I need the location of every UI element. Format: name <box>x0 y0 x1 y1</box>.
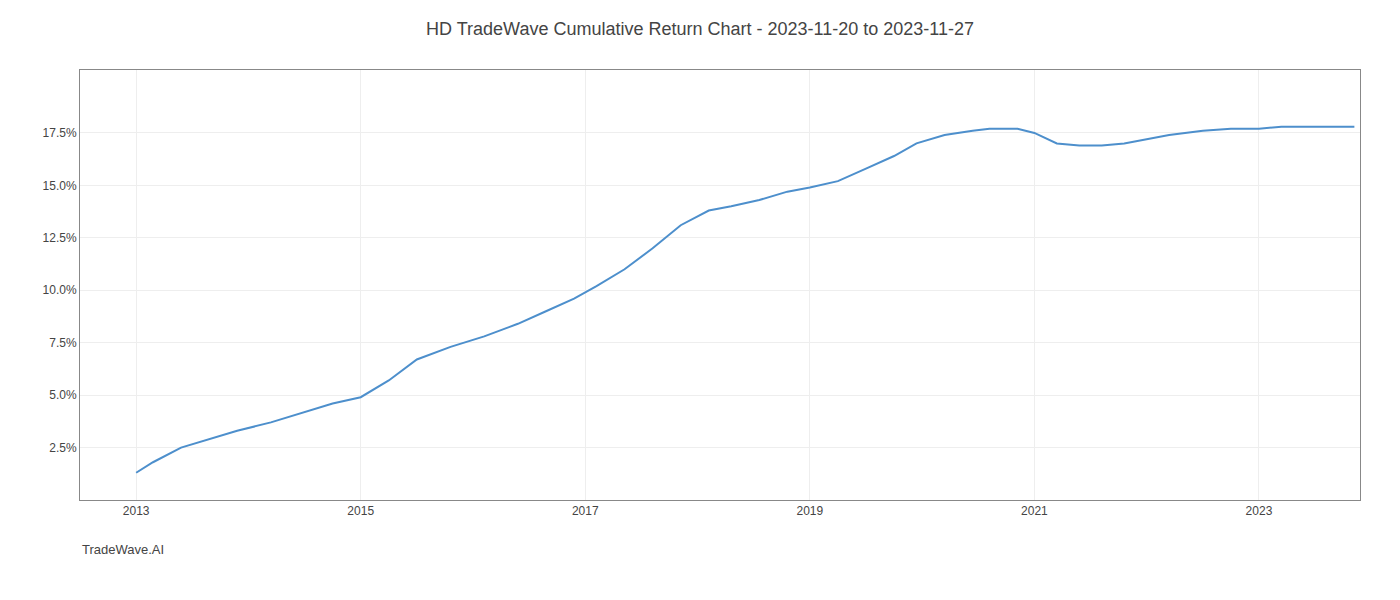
svg-text:2013: 2013 <box>123 504 150 518</box>
svg-text:2.5%: 2.5% <box>49 441 77 455</box>
svg-text:5.0%: 5.0% <box>49 388 77 402</box>
svg-text:2015: 2015 <box>347 504 374 518</box>
svg-text:7.5%: 7.5% <box>49 336 77 350</box>
svg-text:HD TradeWave Cumulative Return: HD TradeWave Cumulative Return Chart - 2… <box>426 19 974 39</box>
svg-text:2023: 2023 <box>1246 504 1273 518</box>
svg-text:TradeWave.AI: TradeWave.AI <box>82 542 164 557</box>
svg-text:17.5%: 17.5% <box>43 126 77 140</box>
svg-text:15.0%: 15.0% <box>43 179 77 193</box>
svg-text:2017: 2017 <box>572 504 599 518</box>
svg-text:12.5%: 12.5% <box>43 231 77 245</box>
svg-text:10.0%: 10.0% <box>43 283 77 297</box>
svg-text:2021: 2021 <box>1021 504 1048 518</box>
svg-text:2019: 2019 <box>796 504 823 518</box>
